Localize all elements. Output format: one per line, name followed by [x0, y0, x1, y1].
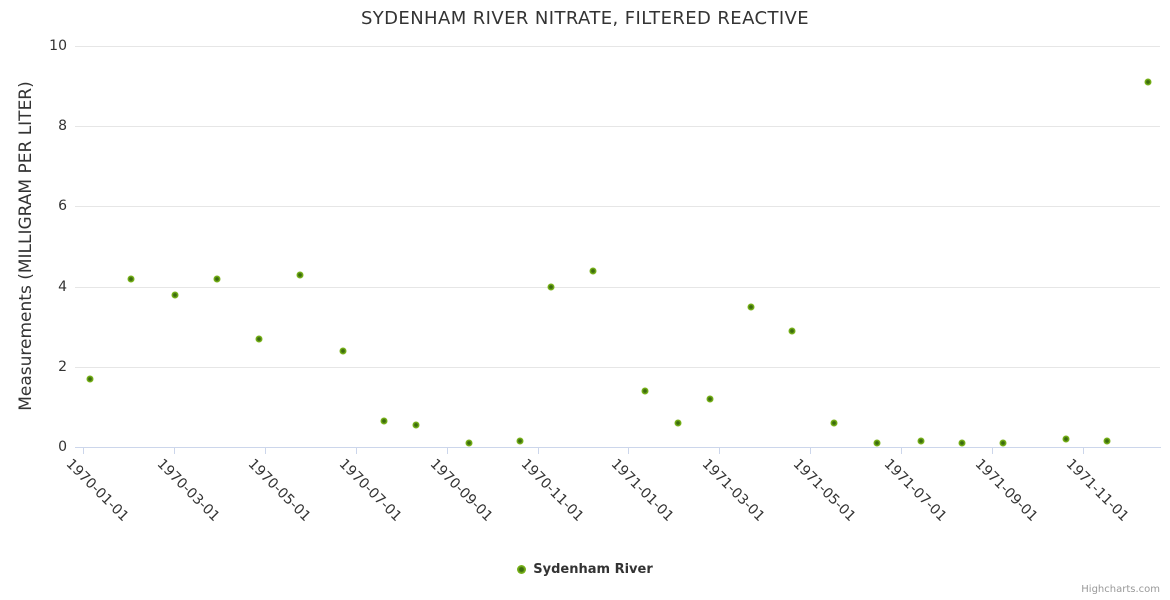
x-axis-tick	[628, 448, 630, 454]
x-axis-tick	[1083, 448, 1085, 454]
plot-area	[75, 46, 1160, 447]
legend-label: Sydenham River	[533, 562, 653, 577]
data-point[interactable]	[1144, 78, 1152, 86]
data-point[interactable]	[641, 387, 649, 395]
data-point[interactable]	[213, 275, 221, 283]
data-point[interactable]	[465, 439, 473, 447]
x-axis-tick	[719, 448, 721, 454]
x-axis-line	[75, 447, 1161, 448]
x-axis-tick-label: 1970-09-01	[426, 456, 496, 525]
x-axis-tick-label: 1970-11-01	[517, 456, 587, 525]
y-gridline	[75, 126, 1160, 128]
y-gridline	[75, 46, 1160, 47]
highcharts-credits[interactable]: Highcharts.com	[1081, 584, 1160, 595]
y-axis-tick-label: 10	[49, 38, 67, 54]
data-point[interactable]	[747, 303, 755, 311]
y-gridline	[75, 286, 1160, 288]
data-point[interactable]	[788, 327, 796, 335]
x-axis-tick	[82, 448, 84, 454]
x-axis-tick-label: 1971-05-01	[790, 456, 859, 525]
x-axis-tick-label: 1971-01-01	[608, 456, 677, 525]
x-axis-tick-label: 1970-03-01	[153, 456, 223, 525]
x-axis-tick-label: 1971-11-01	[1062, 456, 1132, 525]
y-axis-tick-label: 2	[58, 358, 67, 375]
data-point[interactable]	[171, 291, 179, 299]
y-gridline	[75, 206, 1160, 208]
data-point[interactable]	[86, 375, 94, 383]
x-axis-tick	[264, 448, 266, 454]
x-axis-tick-label: 1971-09-01	[971, 456, 1041, 525]
data-point[interactable]	[873, 439, 881, 447]
data-point[interactable]	[516, 437, 524, 445]
y-axis-tick-label: 6	[58, 198, 67, 215]
data-point[interactable]	[127, 275, 135, 283]
chart-title: SYDENHAM RIVER NITRATE, FILTERED REACTIV…	[360, 8, 810, 29]
data-point[interactable]	[1062, 435, 1070, 443]
data-point[interactable]	[1103, 437, 1111, 445]
y-axis-tick-label: 4	[58, 278, 67, 295]
x-axis-tick-label: 1970-05-01	[244, 456, 314, 525]
data-point[interactable]	[547, 283, 555, 291]
x-axis-tick-label: 1971-07-01	[881, 456, 950, 525]
legend-item-sydenham-river[interactable]: Sydenham River	[517, 562, 653, 577]
data-point[interactable]	[589, 267, 597, 275]
y-axis-tick-label: 8	[58, 118, 67, 135]
data-point[interactable]	[380, 417, 388, 425]
x-axis-tick-label: 1970-07-01	[335, 456, 405, 525]
legend-marker-icon	[517, 565, 527, 574]
data-point[interactable]	[830, 419, 838, 427]
y-gridline	[75, 366, 1160, 368]
legend: Sydenham River	[0, 562, 1170, 577]
data-point[interactable]	[296, 271, 304, 279]
x-axis-tick	[901, 448, 903, 454]
data-point[interactable]	[412, 421, 420, 429]
data-point[interactable]	[999, 439, 1007, 447]
x-axis-tick	[173, 448, 175, 454]
x-axis-tick-label: 1971-03-01	[699, 456, 768, 525]
x-axis-tick	[446, 448, 448, 454]
y-axis-tick-label: 0	[58, 439, 67, 455]
x-axis-tick-label: 1970-01-01	[62, 456, 132, 525]
data-point[interactable]	[917, 437, 925, 445]
data-point[interactable]	[255, 335, 263, 343]
x-axis-tick	[537, 448, 539, 454]
x-axis-tick	[355, 448, 357, 454]
data-point[interactable]	[958, 439, 966, 447]
data-point[interactable]	[674, 419, 682, 427]
x-axis-tick	[992, 448, 994, 454]
x-axis-tick	[810, 448, 812, 454]
data-point[interactable]	[706, 395, 714, 403]
data-point[interactable]	[339, 347, 347, 355]
